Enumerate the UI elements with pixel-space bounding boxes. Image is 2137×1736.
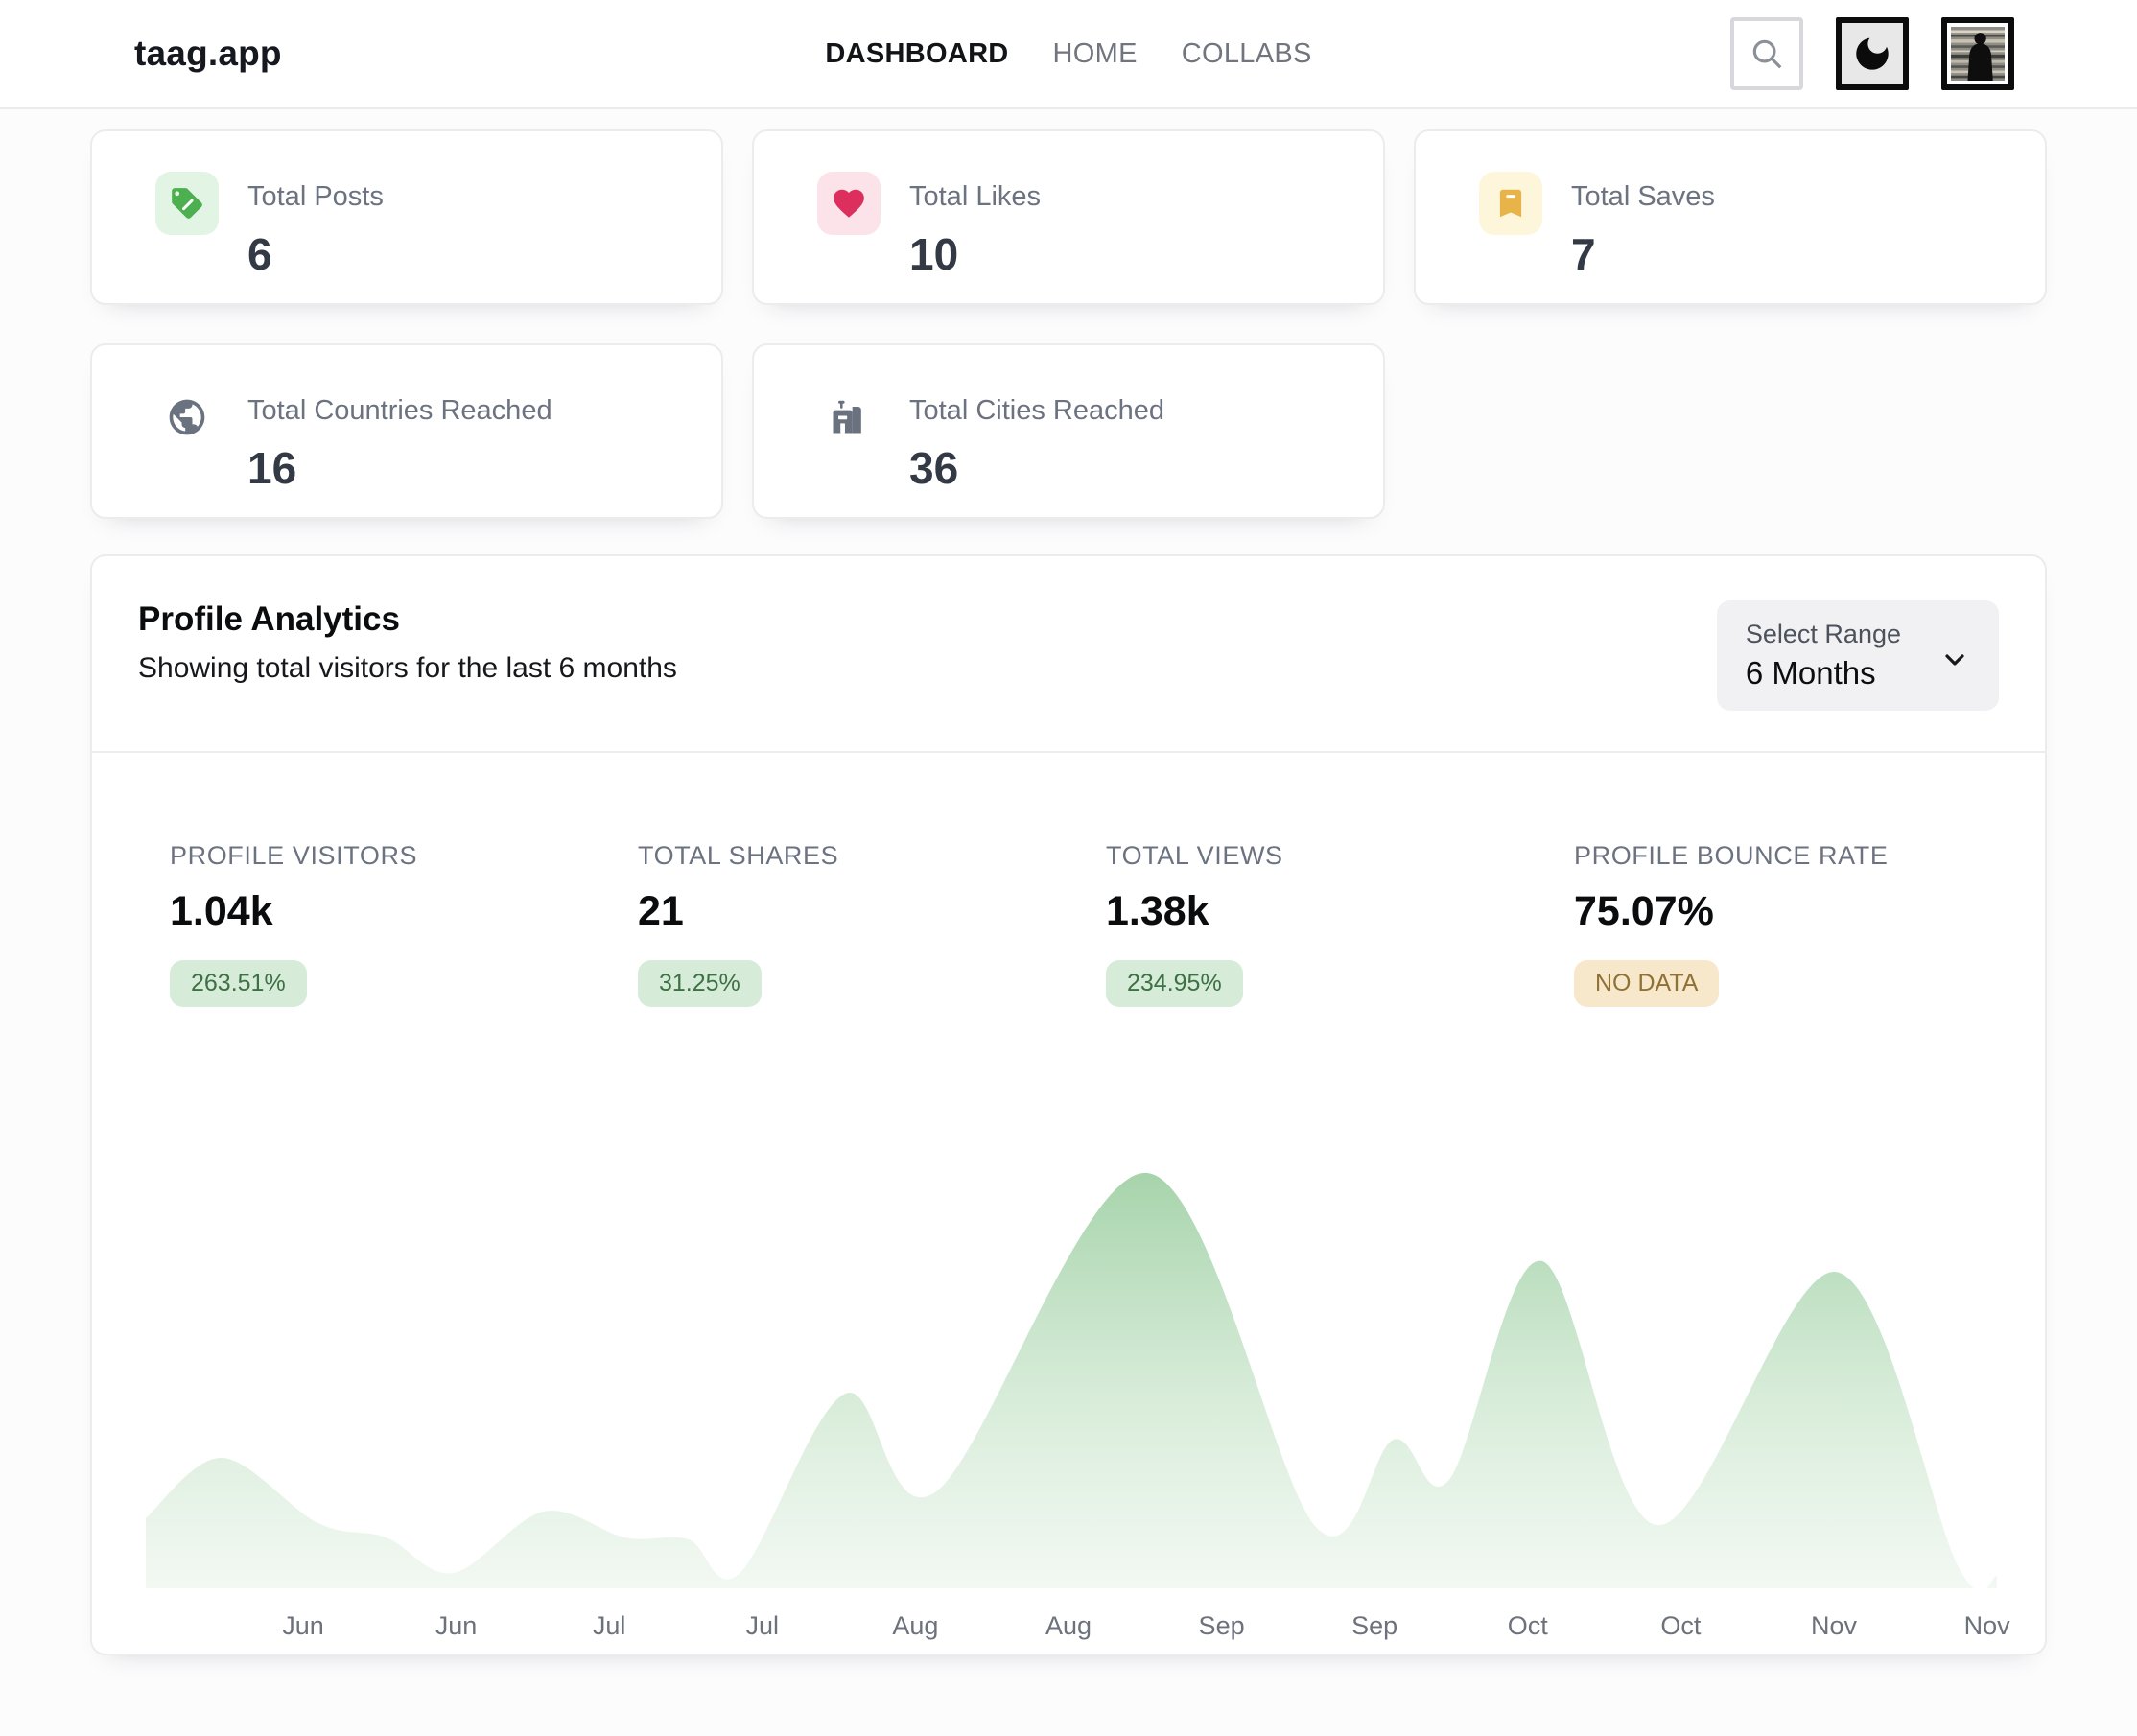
analytics-title: Profile Analytics xyxy=(138,600,400,638)
app-logo[interactable]: taag.app xyxy=(134,34,282,73)
metric-change-badge: 263.51% xyxy=(170,960,307,1007)
stat-card-total-saves: Total Saves 7 xyxy=(1414,129,2047,305)
heart-icon xyxy=(817,172,881,235)
x-axis-label: Sep xyxy=(1198,1611,1245,1640)
area-chart-svg xyxy=(146,1172,1997,1588)
metric-label: TOTAL VIEWS xyxy=(1106,841,1283,870)
moon-icon xyxy=(1853,35,1891,73)
visitors-area-chart: Jun Jun Jul Jul Aug Aug Sep Sep Oct Oct Nov Nov xyxy=(146,1144,2010,1654)
x-axis-label: Aug xyxy=(1045,1611,1092,1640)
metric-value: 75.07% xyxy=(1574,888,1714,934)
metric-nodata-badge: NO DATA xyxy=(1574,960,1720,1007)
nav-item-home[interactable]: HOME xyxy=(1052,37,1138,69)
metric-label: PROFILE VISITORS xyxy=(170,841,418,870)
stat-card-total-cities: Total Cities Reached 36 xyxy=(752,343,1385,519)
metric-total-views: TOTAL VIEWS 1.38k 234.95% xyxy=(1106,841,1574,1007)
metric-value: 1.38k xyxy=(1106,888,1209,934)
metric-change-badge: 234.95% xyxy=(1106,960,1243,1007)
nav-item-dashboard[interactable]: DASHBOARD xyxy=(825,37,1009,69)
stat-label: Total Countries Reached xyxy=(247,395,552,426)
metric-value: 21 xyxy=(638,888,684,934)
stat-label: Total Cities Reached xyxy=(909,395,1164,426)
stat-value: 36 xyxy=(909,443,959,494)
range-select-value: 6 Months xyxy=(1745,655,1876,691)
metric-label: PROFILE BOUNCE RATE xyxy=(1574,841,1889,870)
x-axis-label: Oct xyxy=(1660,1611,1702,1640)
bookmark-icon xyxy=(1479,172,1542,235)
x-axis-label: Nov xyxy=(1810,1611,1857,1640)
stat-card-total-likes: Total Likes 10 xyxy=(752,129,1385,305)
avatar xyxy=(1951,27,2005,81)
x-axis-label: Oct xyxy=(1507,1611,1548,1640)
stat-label: Total Saves xyxy=(1571,181,1715,212)
x-axis: Jun Jun Jul Jul Aug Aug Sep Sep Oct Oct Nov Nov xyxy=(146,1611,2009,1654)
search-icon xyxy=(1749,35,1785,72)
metric-bounce-rate: PROFILE BOUNCE RATE 75.07% NO DATA xyxy=(1574,841,2042,1007)
tag-icon xyxy=(155,172,219,235)
x-axis-label: Jul xyxy=(745,1611,780,1640)
x-axis-label: Jun xyxy=(434,1611,478,1640)
city-icon xyxy=(817,386,881,449)
range-select-label: Select Range xyxy=(1745,620,1901,648)
analytics-subtitle: Showing total visitors for the last 6 mo… xyxy=(138,652,677,684)
x-axis-label: Nov xyxy=(1963,1611,2010,1640)
metric-profile-visitors: PROFILE VISITORS 1.04k 263.51% xyxy=(170,841,638,1007)
dashboard-content: Total Posts 6 Total Likes 10 xyxy=(0,109,2137,1655)
globe-icon xyxy=(155,386,219,449)
analytics-header: Profile Analytics Showing total visitors… xyxy=(92,556,2045,753)
nav-item-collabs[interactable]: COLLABS xyxy=(1181,37,1312,69)
range-select-dropdown[interactable]: Select Range 6 Months xyxy=(1716,600,1999,711)
main-nav: DASHBOARD HOME COLLABS xyxy=(825,0,1311,107)
metric-value: 1.04k xyxy=(170,888,273,934)
stat-value: 6 xyxy=(247,229,272,280)
stat-card-total-countries: Total Countries Reached 16 xyxy=(90,343,723,519)
metrics-row: PROFILE VISITORS 1.04k 263.51% TOTAL SHA… xyxy=(92,753,2045,1007)
topbar-actions xyxy=(1730,17,2014,90)
top-navigation-bar: taag.app DASHBOARD HOME COLLABS xyxy=(0,0,2137,109)
x-axis-label: Sep xyxy=(1351,1611,1398,1640)
stat-label: Total Likes xyxy=(909,181,1042,212)
x-axis-label: Jul xyxy=(592,1611,626,1640)
metric-label: TOTAL SHARES xyxy=(638,841,839,870)
stat-value: 16 xyxy=(247,443,297,494)
stat-card-total-posts: Total Posts 6 xyxy=(90,129,723,305)
x-axis-label: Jun xyxy=(282,1611,324,1640)
stat-value: 10 xyxy=(909,229,959,280)
avatar-button[interactable] xyxy=(1941,17,2014,90)
stat-label: Total Posts xyxy=(247,181,384,212)
metric-total-shares: TOTAL SHARES 21 31.25% xyxy=(638,841,1106,1007)
x-axis-label: Aug xyxy=(892,1611,939,1640)
stat-value: 7 xyxy=(1571,229,1596,280)
chevron-down-icon xyxy=(1939,645,1970,680)
search-button[interactable] xyxy=(1730,17,1803,90)
metric-change-badge: 31.25% xyxy=(638,960,762,1007)
profile-analytics-card: Profile Analytics Showing total visitors… xyxy=(90,554,2047,1655)
stats-grid: Total Posts 6 Total Likes 10 xyxy=(90,129,2047,519)
theme-toggle-button[interactable] xyxy=(1836,17,1909,90)
